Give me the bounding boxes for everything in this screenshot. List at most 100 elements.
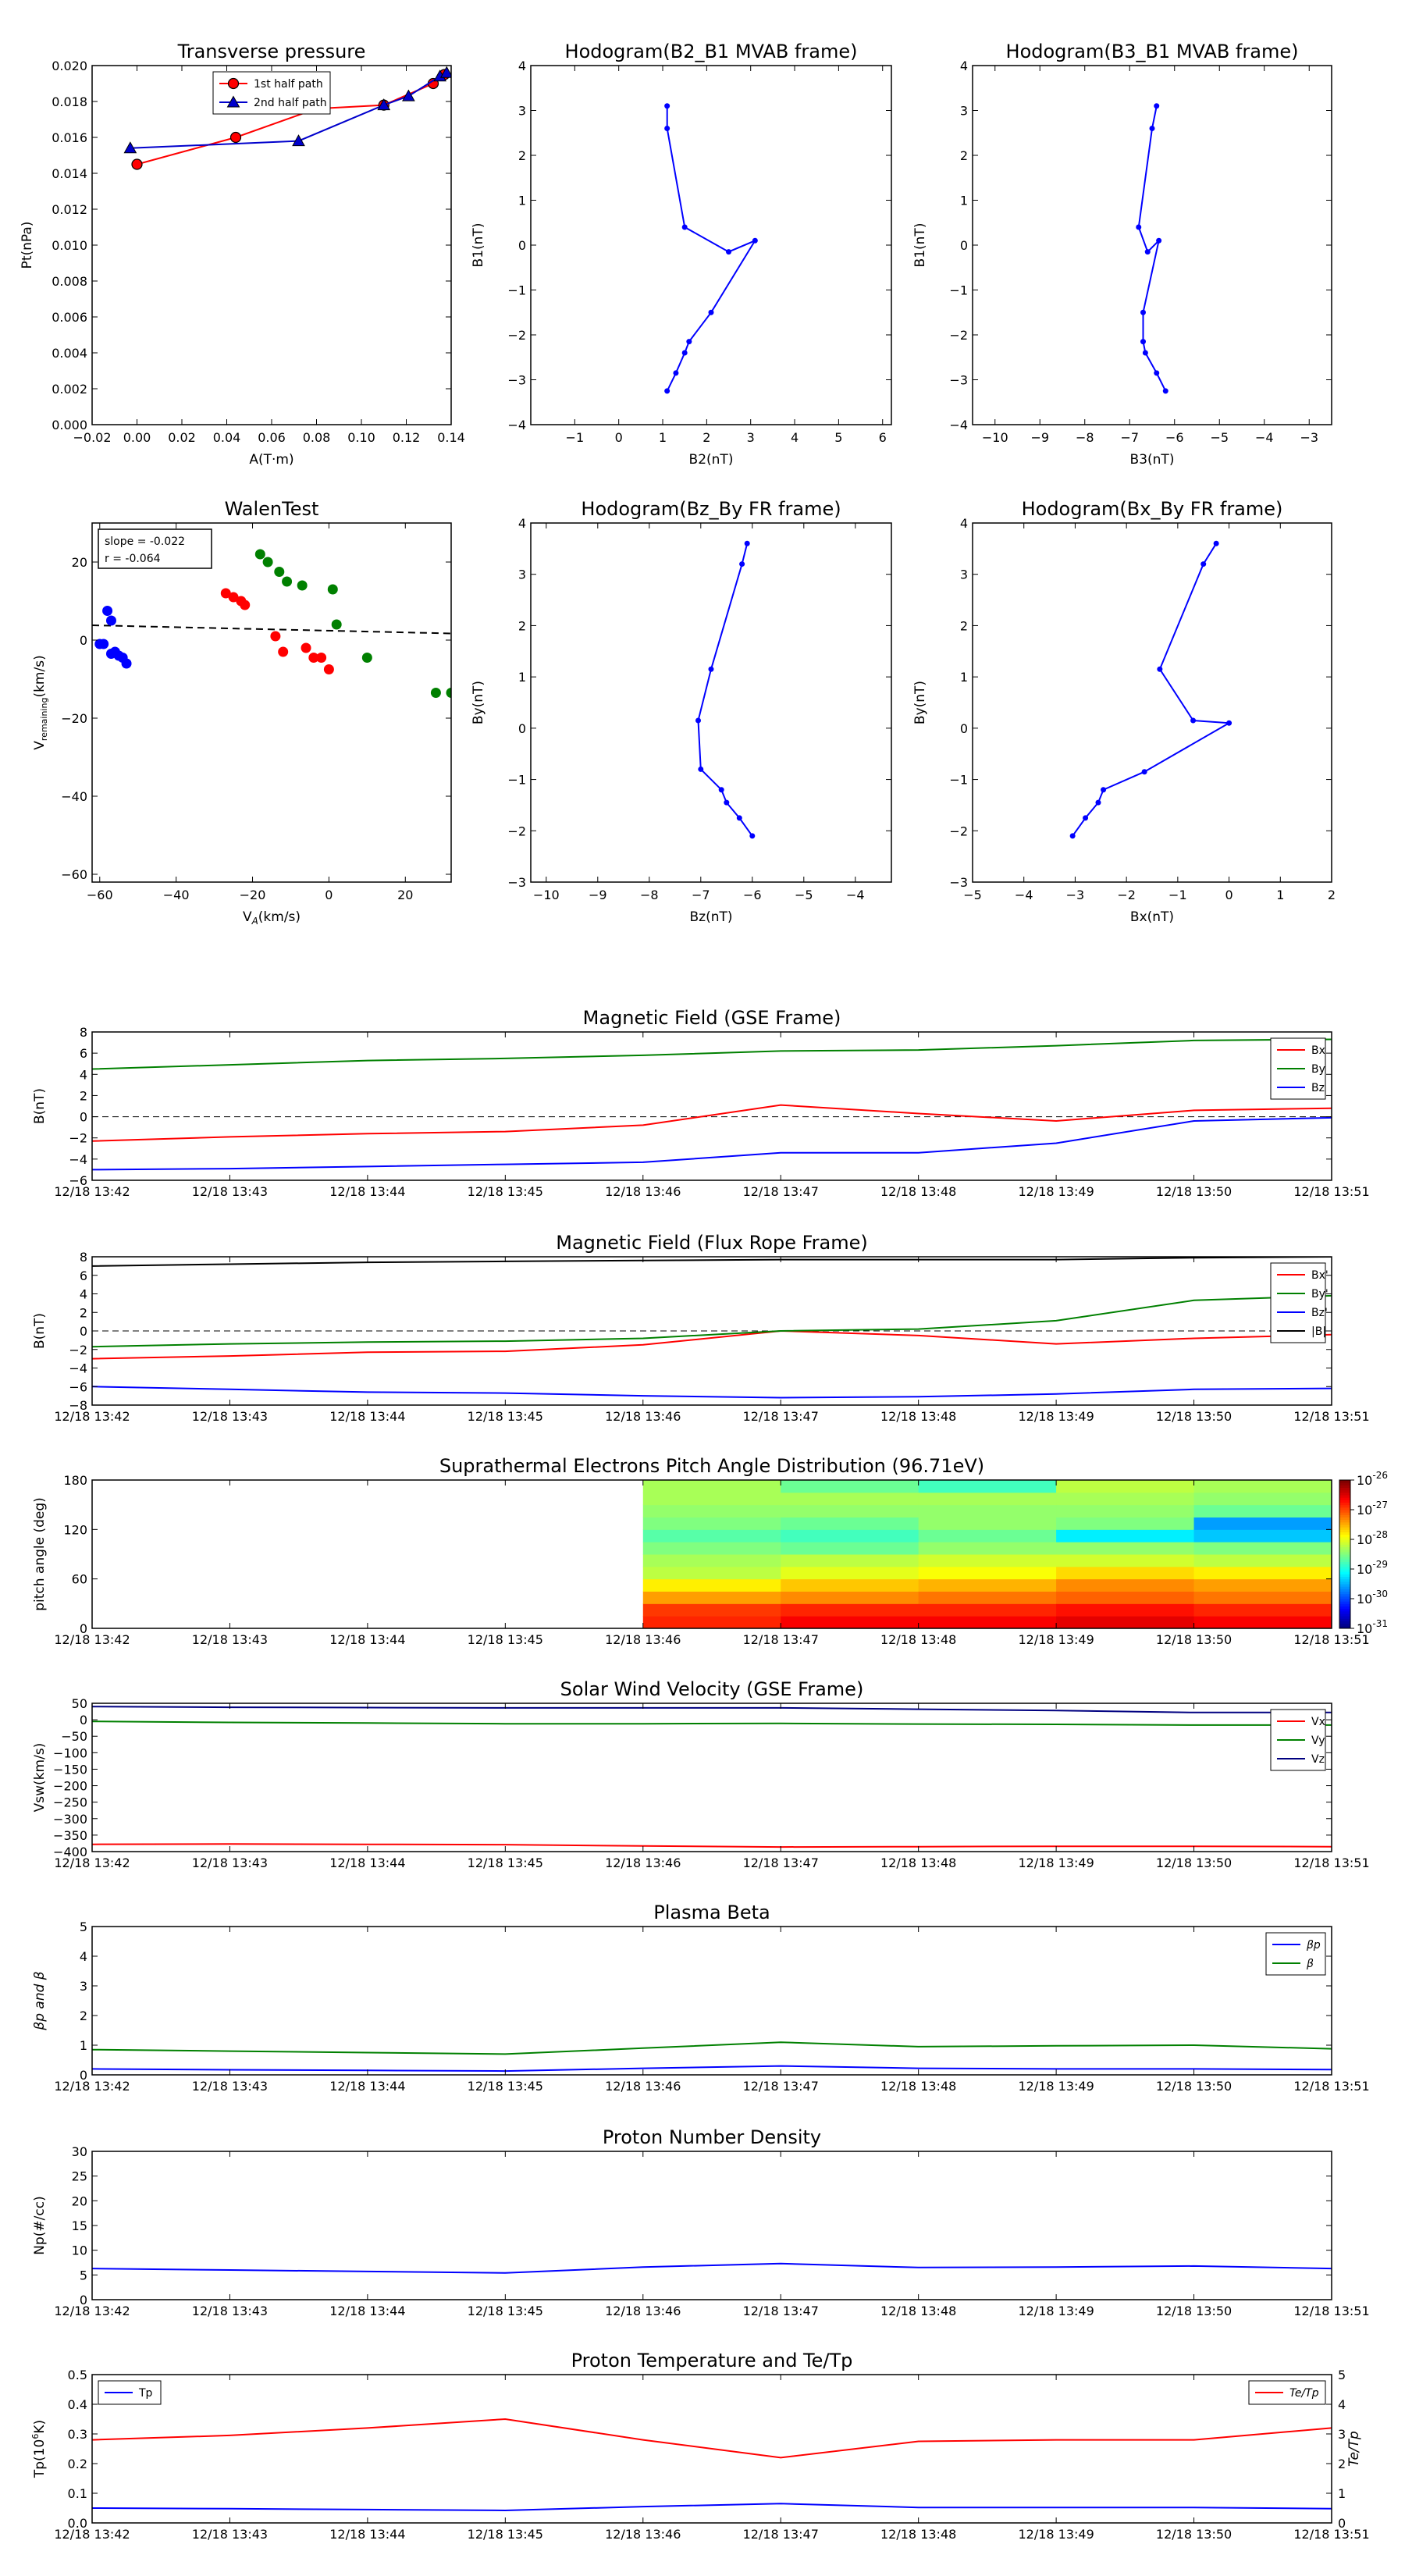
chart-title: Magnetic Field (Flux Rope Frame): [556, 1232, 867, 1254]
data-point: [105, 615, 116, 626]
heatmap-cell: [642, 1529, 781, 1542]
chart-title: Hodogram(Bz_By FR frame): [581, 498, 841, 520]
data-point: [1226, 720, 1232, 726]
y-tick-label: −6: [69, 1173, 87, 1188]
series-line-Tp: [92, 2503, 1332, 2512]
heatmap-cell: [918, 1529, 1057, 1542]
colorbar-segment: [1339, 1559, 1350, 1562]
colorbar-frame: [1339, 1479, 1351, 1629]
data-point: [698, 766, 704, 772]
heatmap-cell: [1056, 1504, 1195, 1517]
colorbar-segment: [1339, 1539, 1350, 1542]
fit-line: [92, 624, 451, 635]
heatmap-cell: [781, 1616, 919, 1628]
y-tick-label: 0: [960, 721, 968, 736]
x-tick-label: 6: [879, 430, 887, 445]
data-point: [1213, 540, 1219, 546]
y-tick-label: 3: [518, 568, 526, 582]
x-tick-label: −8: [640, 888, 659, 902]
heatmap-cell: [781, 1566, 919, 1580]
x-tick-label: 12/18 13:50: [1156, 1632, 1232, 1647]
y-tick-label: 3: [960, 104, 968, 119]
y-tick-label: 0: [518, 721, 526, 736]
solar-wind-velocity-legend-label: Vz: [1311, 1753, 1325, 1766]
y-tick-label: 3: [960, 568, 968, 582]
y-axis-label: βp and β: [32, 1971, 48, 2030]
walen-test-plot-area: [92, 523, 451, 882]
y-tick-label: −150: [53, 1762, 87, 1777]
proton-temperature-data-layer: [92, 2418, 1332, 2512]
y-axis-label: pitch angle (deg): [32, 1497, 48, 1611]
x-tick-label: 12/18 13:45: [468, 1632, 543, 1647]
x-tick-label: 12/18 13:44: [329, 2304, 405, 2318]
colorbar-segment: [1339, 1492, 1350, 1496]
colorbar-segment: [1339, 1514, 1350, 1517]
x-tick-label: 12/18 13:44: [329, 2527, 405, 2542]
x-tick-label: 12/18 13:42: [54, 1409, 130, 1424]
data-point: [1141, 769, 1147, 775]
solar-wind-velocity-panel: Solar Wind Velocity (GSE Frame)−400−350−…: [32, 1678, 1370, 1870]
x-tick-label: 12/18 13:42: [54, 1632, 130, 1647]
data-point: [664, 388, 670, 394]
x-tick-label: 12/18 13:51: [1293, 2304, 1369, 2318]
y2-tick-label: 2: [1338, 2457, 1346, 2471]
data-point: [681, 350, 688, 356]
y-tick-label: 0.000: [52, 418, 87, 432]
y-tick-label: 0.018: [52, 94, 87, 109]
y-tick-label: 0.020: [52, 59, 87, 73]
colorbar-segment: [1339, 1616, 1350, 1619]
series-line-Vx: [92, 1843, 1332, 1848]
y-tick-label: −2: [949, 824, 968, 838]
x-axis-label: B2(nT): [689, 452, 734, 468]
x-tick-label: 12/18 13:47: [743, 2304, 819, 2318]
colorbar-segment: [1339, 1571, 1350, 1574]
heatmap-cell: [918, 1554, 1057, 1567]
heatmap-cell: [781, 1591, 919, 1604]
heatmap-cell: [918, 1492, 1057, 1506]
solar-wind-velocity-frame: [91, 1703, 1332, 1852]
x-tick-label: −3: [1300, 430, 1318, 445]
magnetic-field-gse-legend-label: Bx: [1311, 1044, 1325, 1057]
data-point: [673, 370, 679, 376]
heatmap-cell: [781, 1480, 919, 1493]
x-tick-label: 12/18 13:48: [880, 1856, 956, 1870]
colorbar-segment: [1339, 1614, 1350, 1617]
colorbar-segment: [1339, 1534, 1350, 1538]
hodogram-bz-by-data-layer: [695, 540, 756, 839]
colorbar-segment: [1339, 1495, 1350, 1498]
proton-number-density-plot-area: [92, 2151, 1332, 2300]
heatmap-cell: [1193, 1504, 1332, 1517]
x-tick-label: 0: [1225, 888, 1232, 902]
y-tick-label: 0: [80, 633, 87, 648]
data-point: [1140, 339, 1146, 345]
y-tick-label: 6: [80, 1046, 87, 1061]
hodogram-bz-by-plot-area: [531, 523, 891, 882]
data-point: [220, 588, 231, 599]
x-tick-label: 12/18 13:47: [743, 1184, 819, 1199]
heatmap-cell: [1056, 1517, 1195, 1530]
chart-title: WalenTest: [225, 498, 319, 520]
x-tick-label: 0.00: [123, 430, 151, 445]
x-tick-label: 12/18 13:50: [1156, 1184, 1232, 1199]
magnetic-field-flux-rope-data-layer: [92, 1257, 1332, 1399]
chart-title: Suprathermal Electrons Pitch Angle Distr…: [439, 1455, 984, 1477]
heatmap-cell: [1056, 1603, 1195, 1617]
colorbar-segment: [1339, 1510, 1350, 1513]
y-tick-label: −3: [507, 373, 526, 388]
x-tick-label: 12/18 13:47: [743, 1856, 819, 1870]
colorbar-segment: [1339, 1519, 1350, 1523]
y2-tick-label: 0: [1338, 2516, 1346, 2531]
x-tick-label: 0.08: [303, 430, 331, 445]
data-point: [278, 646, 289, 657]
y2-tick-label: 1: [1338, 2486, 1346, 2501]
heatmap-cell: [918, 1504, 1057, 1517]
y-tick-label: 0.3: [68, 2427, 87, 2442]
colorbar-segment: [1339, 1596, 1350, 1599]
series-line-0: [666, 105, 757, 392]
data-point: [282, 576, 293, 587]
x-tick-label: 12/18 13:44: [329, 1409, 405, 1424]
data-point: [327, 584, 338, 595]
colorbar-segment: [1339, 1487, 1350, 1491]
x-axis-label: Bx(nT): [1130, 909, 1174, 925]
y-tick-label: −1: [949, 283, 968, 298]
